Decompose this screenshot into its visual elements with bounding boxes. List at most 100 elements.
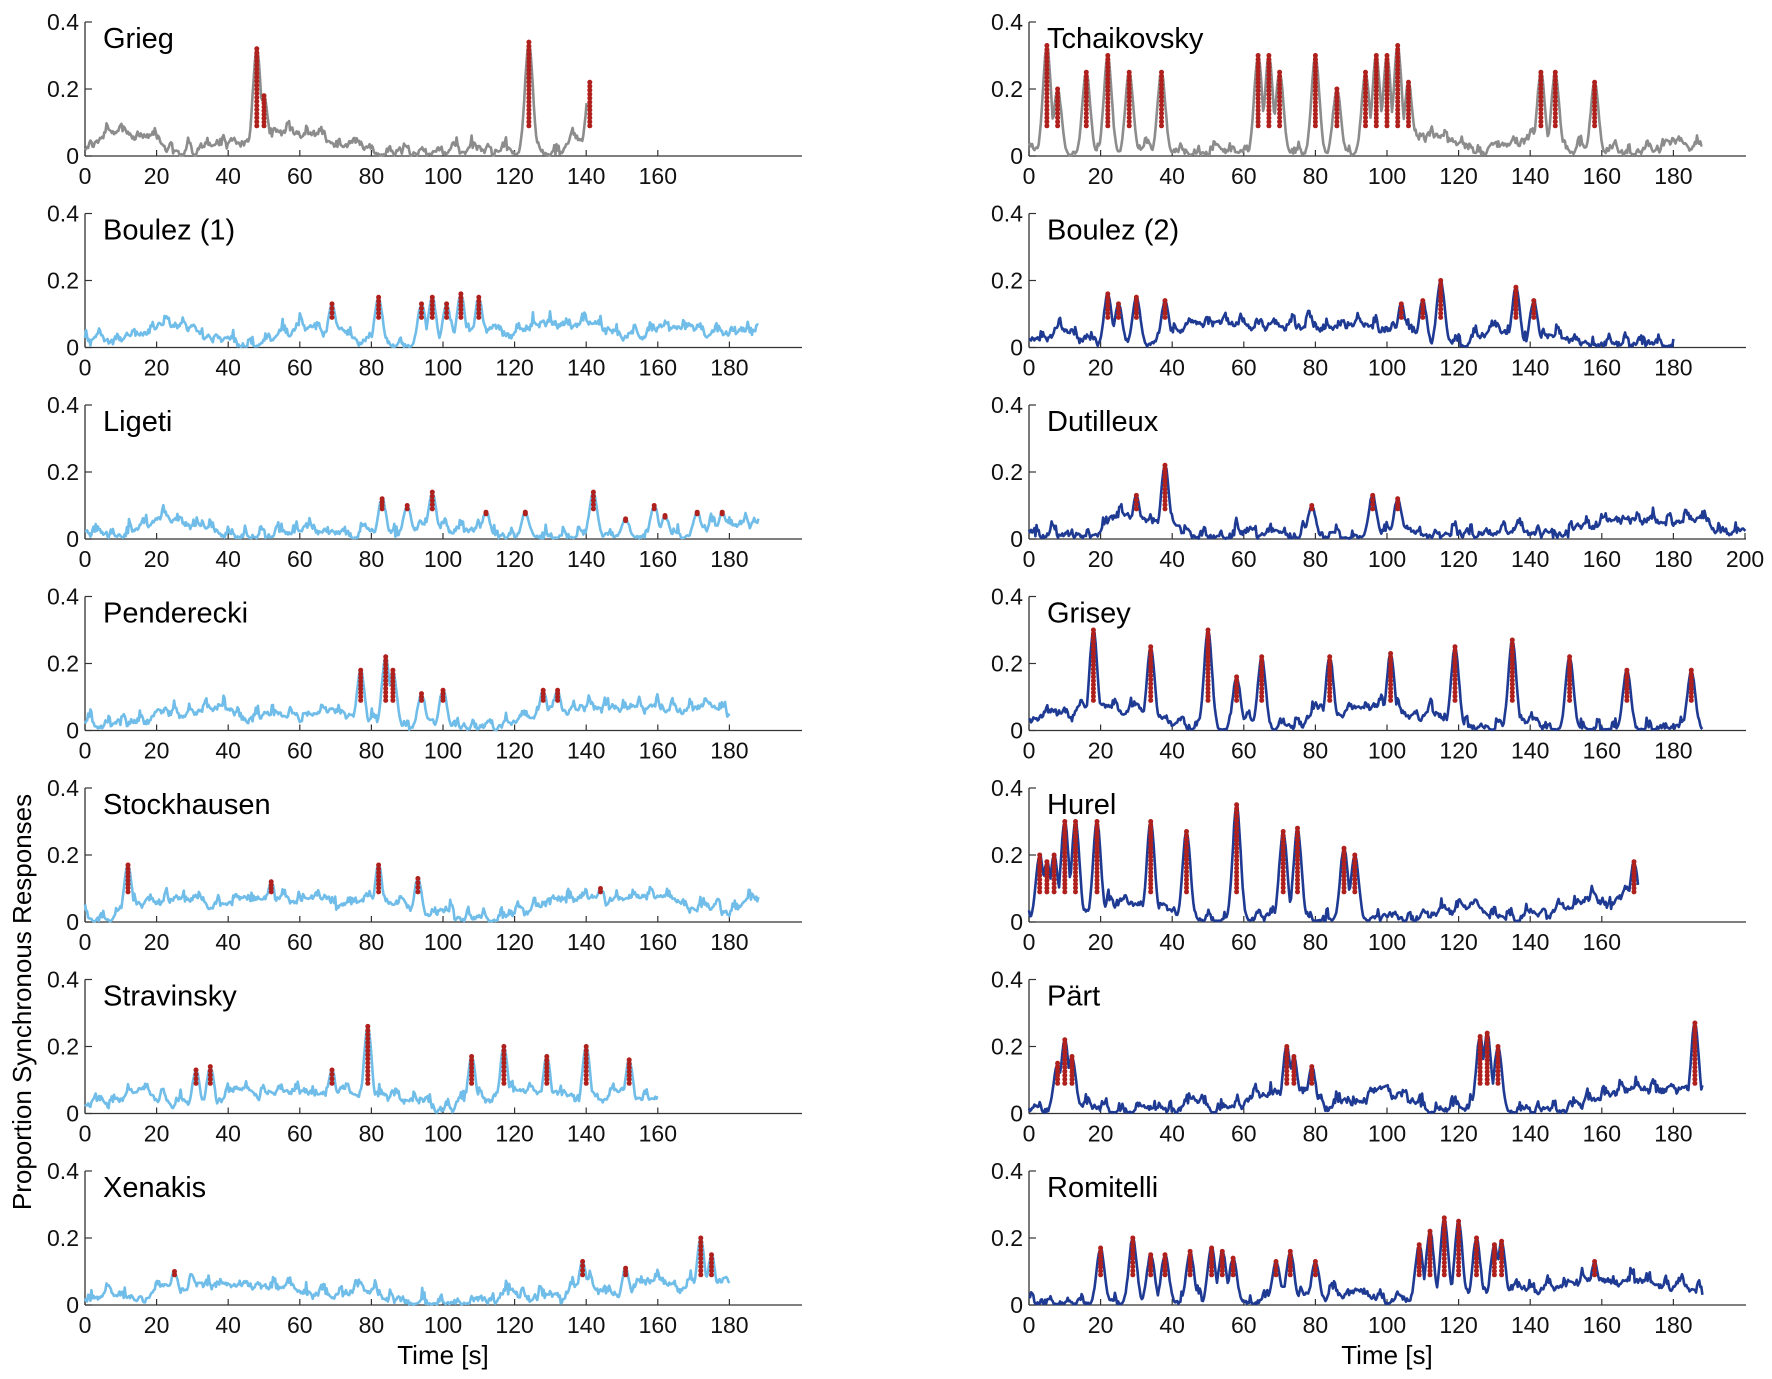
peak-dot bbox=[1688, 675, 1694, 681]
peak-dot bbox=[1692, 1048, 1698, 1054]
peak-dot bbox=[1692, 1072, 1698, 1078]
peak-dot bbox=[1395, 87, 1401, 93]
peak-dot bbox=[1327, 658, 1333, 664]
peak-dot bbox=[1162, 310, 1168, 316]
y-tick-label: 0 bbox=[1010, 718, 1023, 744]
peak-dot bbox=[1363, 90, 1368, 96]
peak-dot bbox=[458, 310, 464, 316]
x-tick-label: 140 bbox=[1511, 929, 1549, 955]
peak-dot bbox=[125, 866, 131, 872]
peak-dot bbox=[1051, 852, 1057, 858]
peak-dot bbox=[526, 59, 532, 65]
peak-dot bbox=[1062, 846, 1068, 852]
peak-dot bbox=[1438, 298, 1444, 304]
peak-dot bbox=[1538, 82, 1544, 88]
peak-dot bbox=[1184, 881, 1189, 887]
peak-dot bbox=[254, 123, 260, 129]
peak-dot bbox=[1073, 889, 1078, 895]
peak-marker bbox=[501, 1044, 507, 1086]
x-tick-label: 100 bbox=[424, 163, 462, 189]
peak-dot bbox=[193, 1067, 199, 1073]
peak-dot bbox=[1266, 92, 1272, 98]
peak-dot bbox=[261, 123, 267, 129]
peak-dot bbox=[1105, 92, 1111, 98]
peak-dot bbox=[698, 1243, 704, 1249]
x-tick-label: 140 bbox=[567, 929, 605, 955]
peak-dot bbox=[1474, 1247, 1479, 1253]
peak-dot bbox=[1373, 80, 1379, 86]
peak-dot bbox=[1341, 849, 1347, 855]
peak-dot bbox=[1477, 1037, 1483, 1043]
panel-title: Grieg bbox=[103, 23, 174, 55]
peak-dot bbox=[1159, 86, 1164, 92]
peak-dot bbox=[1234, 865, 1240, 871]
peak-dot bbox=[1395, 115, 1401, 121]
peak-dot bbox=[376, 862, 382, 868]
peak-dot bbox=[1159, 82, 1164, 88]
x-tick-label: 180 bbox=[710, 546, 748, 572]
peak-dot bbox=[358, 671, 364, 677]
peak-dot bbox=[1491, 1253, 1497, 1259]
peak-dot bbox=[1295, 877, 1300, 883]
peak-dot bbox=[1280, 845, 1286, 851]
peak-dot bbox=[1291, 1061, 1297, 1067]
peak-dot bbox=[440, 687, 446, 693]
peak-dot bbox=[1205, 627, 1211, 633]
peak-dot bbox=[390, 690, 396, 696]
peak-dot bbox=[1373, 68, 1379, 74]
peak-dot bbox=[1538, 123, 1544, 129]
peak-dot bbox=[1234, 674, 1240, 680]
peak-dot bbox=[1044, 859, 1050, 865]
peak-dot bbox=[1277, 90, 1283, 96]
peak-dot bbox=[1062, 869, 1068, 875]
peak-dot bbox=[1105, 64, 1111, 70]
peak-dot bbox=[1090, 627, 1096, 633]
peak-dot bbox=[1062, 1053, 1068, 1059]
peak-dot bbox=[544, 1077, 550, 1082]
peak-dot bbox=[1133, 497, 1139, 503]
peak-dot bbox=[1266, 111, 1272, 117]
peak-dot bbox=[1406, 103, 1411, 109]
peak-dot bbox=[193, 1080, 199, 1086]
peak-dot bbox=[1280, 829, 1286, 834]
peak-dot bbox=[1184, 857, 1189, 863]
peak-dot bbox=[1105, 88, 1111, 94]
peak-dot bbox=[1044, 111, 1050, 117]
peak-dot bbox=[1105, 295, 1111, 301]
peak-dot bbox=[526, 103, 532, 109]
peak-dot bbox=[1384, 80, 1390, 86]
panel-penderecki: 0.40.200 20 40 60 80 100 120 140 160 180Pendereck… bbox=[47, 584, 802, 764]
peak-dot bbox=[1484, 1030, 1490, 1036]
peak-dot bbox=[1051, 860, 1057, 866]
peak-dot bbox=[1327, 662, 1333, 668]
peak-dot bbox=[698, 1256, 704, 1261]
peak-dot bbox=[365, 1080, 371, 1086]
peak-dot bbox=[1495, 1060, 1501, 1066]
peak-dot bbox=[390, 682, 396, 688]
peak-dot bbox=[1044, 115, 1050, 121]
peak-dot bbox=[1273, 1263, 1279, 1269]
x-tick-label: 100 bbox=[424, 1121, 462, 1147]
peak-dot bbox=[1388, 686, 1394, 692]
peak-dot bbox=[415, 880, 421, 886]
peak-dot bbox=[1406, 107, 1411, 113]
peak-dot bbox=[1441, 1264, 1447, 1270]
peak-dot bbox=[1184, 845, 1189, 851]
peak-dot bbox=[583, 1056, 589, 1062]
peak-dot bbox=[1284, 1068, 1290, 1074]
peak-dot bbox=[1090, 693, 1096, 699]
peak-dot bbox=[444, 305, 450, 311]
x-tick-label: 120 bbox=[1439, 546, 1477, 572]
peak-dot bbox=[1255, 111, 1261, 117]
peak-dot bbox=[1456, 1255, 1462, 1261]
peak-dot bbox=[1438, 282, 1444, 288]
peak-dot bbox=[1162, 1268, 1168, 1274]
peak-dot bbox=[1259, 654, 1265, 660]
peak-dot bbox=[1148, 881, 1154, 887]
peak-dot bbox=[376, 881, 382, 887]
peak-dot bbox=[1327, 670, 1333, 676]
peak-dot bbox=[1287, 1252, 1293, 1258]
peak-dot bbox=[1509, 653, 1515, 659]
peak-marker bbox=[598, 886, 603, 895]
peak-dot bbox=[1692, 1056, 1698, 1062]
